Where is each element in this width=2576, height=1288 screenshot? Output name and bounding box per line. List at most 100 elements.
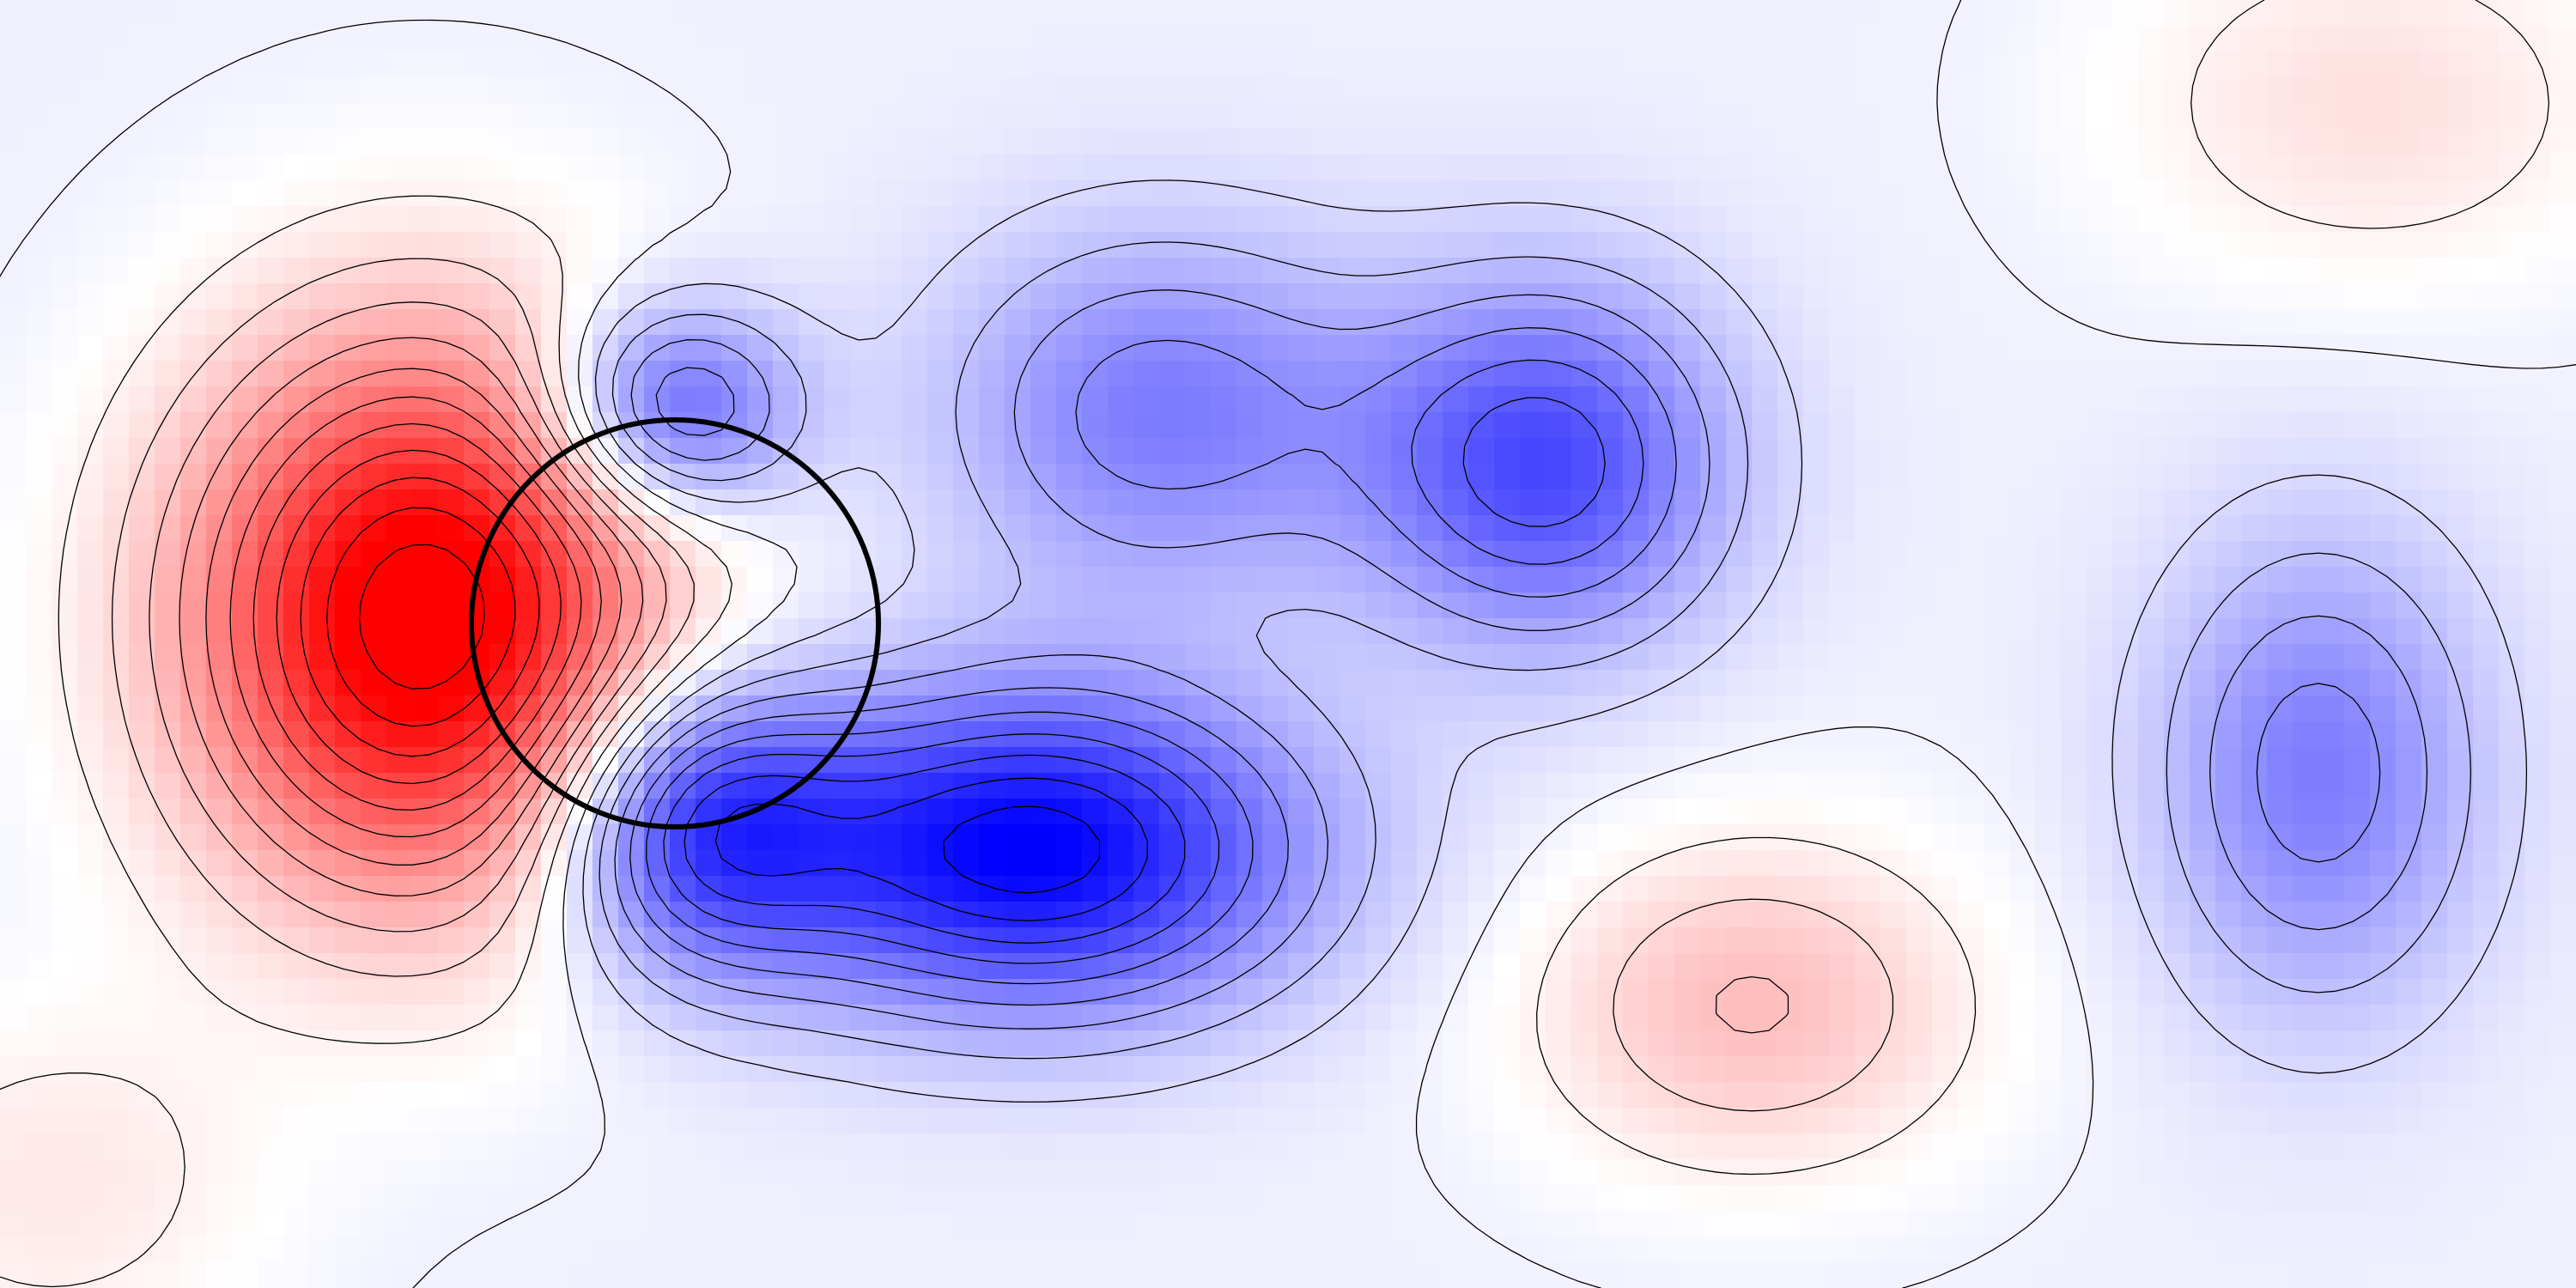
heatmap-cell bbox=[412, 979, 439, 1005]
heatmap-cell bbox=[1958, 979, 1984, 1005]
heatmap-cell bbox=[1262, 283, 1289, 310]
heatmap-cell bbox=[2524, 799, 2551, 825]
heatmap-cell bbox=[927, 1108, 954, 1134]
heatmap-cell bbox=[1108, 26, 1134, 52]
heatmap-cell bbox=[927, 103, 954, 130]
heatmap-cell bbox=[902, 103, 928, 130]
heatmap-cell bbox=[567, 1262, 593, 1288]
heatmap-cell bbox=[1520, 799, 1546, 825]
heatmap-cell bbox=[1984, 309, 2010, 336]
heatmap-cell bbox=[1056, 206, 1083, 233]
heatmap-cell bbox=[1133, 902, 1160, 928]
heatmap-cell bbox=[1829, 799, 1856, 825]
heatmap-cell bbox=[2087, 696, 2113, 722]
heatmap-cell bbox=[670, 1236, 696, 1263]
heatmap-cell bbox=[1340, 567, 1366, 593]
heatmap-cell bbox=[1777, 1236, 1804, 1263]
heatmap-cell bbox=[1520, 309, 1546, 336]
heatmap-cell bbox=[2344, 644, 2371, 671]
heatmap-cell bbox=[2087, 129, 2113, 155]
heatmap-cell bbox=[2190, 953, 2216, 980]
heatmap-cell bbox=[2138, 592, 2165, 619]
heatmap-cell bbox=[1133, 129, 1160, 155]
heatmap-cell bbox=[1777, 155, 1804, 181]
heatmap-cell bbox=[2396, 953, 2422, 980]
heatmap-cell bbox=[1906, 77, 1933, 104]
heatmap-cell bbox=[309, 592, 336, 619]
heatmap-cell bbox=[1932, 1185, 1959, 1212]
heatmap-cell bbox=[1958, 309, 1984, 336]
heatmap-cell bbox=[1777, 1056, 1804, 1083]
heatmap-cell bbox=[773, 206, 799, 233]
heatmap-cell bbox=[2447, 180, 2474, 207]
heatmap-cell bbox=[1597, 1056, 1624, 1083]
heatmap-cell bbox=[2267, 438, 2293, 465]
heatmap-cell bbox=[721, 1082, 748, 1109]
heatmap-cell bbox=[644, 1056, 671, 1083]
heatmap-cell bbox=[2112, 309, 2139, 336]
heatmap-cell bbox=[2370, 1159, 2397, 1186]
heatmap-cell bbox=[850, 799, 877, 825]
heatmap-cell bbox=[2190, 1056, 2216, 1083]
heatmap-cell bbox=[1674, 412, 1701, 439]
heatmap-cell bbox=[773, 515, 799, 542]
heatmap-cell bbox=[799, 618, 825, 645]
heatmap-cell bbox=[206, 721, 233, 748]
heatmap-cell bbox=[1984, 1133, 2010, 1160]
heatmap-cell bbox=[1391, 696, 1418, 722]
heatmap-cell bbox=[2524, 206, 2551, 233]
heatmap-cell bbox=[2190, 103, 2216, 130]
heatmap-cell bbox=[1700, 1236, 1727, 1263]
heatmap-cell bbox=[1726, 309, 1753, 336]
heatmap-cell bbox=[1443, 309, 1469, 336]
heatmap-cell bbox=[2215, 0, 2242, 27]
heatmap-cell bbox=[1803, 592, 1830, 619]
heatmap-cell bbox=[2138, 283, 2165, 310]
heatmap-cell bbox=[2447, 696, 2474, 722]
heatmap-cell bbox=[1159, 1262, 1186, 1288]
heatmap-cell bbox=[2293, 52, 2319, 78]
heatmap-cell bbox=[464, 155, 490, 181]
heatmap-cell bbox=[1159, 206, 1186, 233]
heatmap-cell bbox=[721, 258, 748, 284]
heatmap-cell bbox=[0, 670, 27, 696]
heatmap-cell bbox=[52, 1056, 78, 1083]
heatmap-cell bbox=[2499, 747, 2525, 774]
heatmap-cell bbox=[1546, 824, 1572, 851]
heatmap-cell bbox=[1133, 1262, 1160, 1288]
heatmap-cell bbox=[77, 129, 104, 155]
heatmap-cell bbox=[232, 850, 258, 877]
heatmap-cell bbox=[2370, 103, 2397, 130]
heatmap-cell bbox=[876, 515, 902, 542]
heatmap-cell bbox=[1391, 902, 1418, 928]
heatmap-cell bbox=[232, 361, 258, 387]
heatmap-cell bbox=[0, 644, 27, 671]
heatmap-cell bbox=[386, 799, 413, 825]
heatmap-cell bbox=[155, 747, 181, 774]
heatmap-cell bbox=[52, 1133, 78, 1160]
heatmap-cell bbox=[258, 0, 284, 27]
heatmap-cell bbox=[541, 824, 568, 851]
heatmap-cell bbox=[2318, 1108, 2345, 1134]
heatmap-cell bbox=[258, 670, 284, 696]
heatmap-cell bbox=[1494, 464, 1521, 490]
heatmap-cell bbox=[1546, 1262, 1572, 1288]
heatmap-cell bbox=[1056, 644, 1083, 671]
heatmap-cell bbox=[2499, 541, 2525, 568]
heatmap-cell bbox=[1365, 979, 1392, 1005]
heatmap-cell bbox=[1571, 258, 1598, 284]
heatmap-cell bbox=[1984, 721, 2010, 748]
heatmap-cell bbox=[232, 180, 258, 207]
heatmap-cell bbox=[1726, 1159, 1753, 1186]
heatmap-cell bbox=[2035, 1082, 2062, 1109]
heatmap-cell bbox=[2164, 696, 2190, 722]
heatmap-cell bbox=[1546, 1211, 1572, 1237]
heatmap-cell bbox=[567, 489, 593, 516]
heatmap-cell bbox=[902, 850, 928, 877]
heatmap-cell bbox=[438, 103, 465, 130]
heatmap-cell bbox=[2112, 953, 2139, 980]
heatmap-cell bbox=[515, 283, 542, 310]
heatmap-cell bbox=[361, 799, 387, 825]
heatmap-cell bbox=[412, 696, 439, 722]
heatmap-cell bbox=[1803, 77, 1830, 104]
